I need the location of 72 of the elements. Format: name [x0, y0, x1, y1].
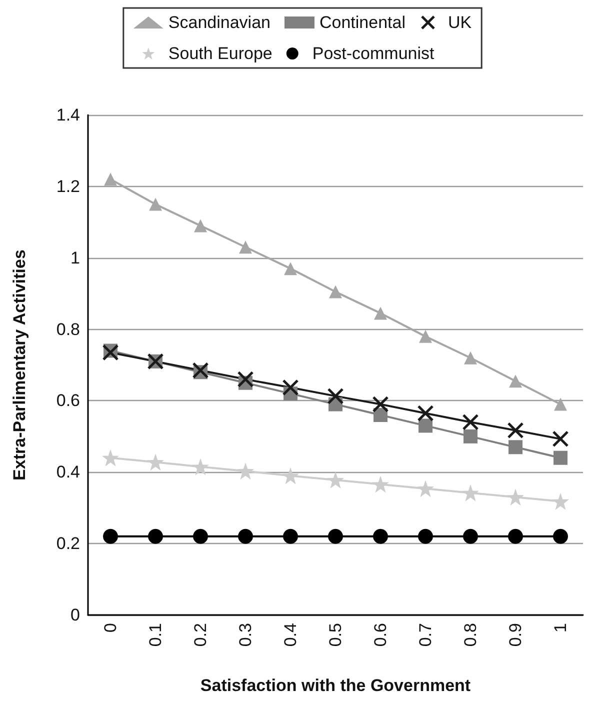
point — [149, 198, 162, 211]
point — [374, 306, 387, 320]
x-tick-label: 0.4 — [281, 623, 300, 647]
point — [508, 528, 523, 544]
y-tick-label: 0.2 — [56, 534, 80, 554]
y-tick-label: 0.8 — [56, 320, 80, 339]
point — [282, 379, 299, 396]
y-tick-label: 0.6 — [56, 391, 80, 410]
point — [464, 351, 477, 364]
point — [284, 262, 297, 276]
point — [554, 450, 568, 465]
point — [102, 449, 119, 466]
point — [509, 374, 522, 388]
point — [194, 219, 207, 232]
x-tick-label: 0.5 — [326, 623, 345, 647]
x-tick-label: 0.1 — [146, 623, 165, 647]
point — [192, 458, 209, 476]
x-tick-label: 0.8 — [461, 623, 480, 647]
point — [372, 396, 389, 413]
x-tick-label: 0.7 — [416, 623, 435, 647]
x-tick-label: 0.6 — [371, 623, 390, 647]
x-tick-label: 1 — [551, 623, 570, 632]
x-axis-title: Satisfaction with the Government — [200, 676, 471, 695]
point — [327, 472, 344, 488]
x-tick-label: 0.9 — [506, 623, 525, 647]
point — [329, 285, 342, 298]
point — [417, 480, 434, 498]
legend-label: Post-communist — [312, 44, 435, 63]
point — [507, 422, 524, 439]
x-tick-label: 0.3 — [236, 623, 255, 647]
y-tick-label: 1 — [70, 248, 80, 268]
legend-label: Scandinavian — [168, 13, 270, 32]
y-tick-label: 0.4 — [56, 462, 80, 482]
point — [554, 398, 567, 411]
point — [553, 528, 568, 544]
point — [327, 388, 344, 404]
point — [104, 172, 117, 186]
point — [283, 528, 298, 544]
legend-label: South Europe — [168, 44, 272, 63]
point — [237, 371, 254, 388]
point — [418, 528, 433, 544]
point — [419, 330, 432, 343]
legend-label: Continental — [319, 13, 406, 32]
point — [102, 344, 119, 361]
point — [552, 430, 569, 448]
point — [507, 488, 524, 506]
point — [282, 467, 299, 484]
point — [462, 484, 479, 502]
point — [193, 528, 208, 544]
x-tick-label: 0 — [101, 623, 120, 632]
point — [239, 240, 252, 254]
point — [508, 440, 522, 454]
point — [418, 418, 432, 433]
x-tick-label: 0.2 — [191, 623, 210, 647]
point — [417, 404, 434, 422]
point — [147, 454, 164, 471]
point — [463, 528, 478, 544]
y-axis-title: Extra-Parlimentary Activities — [10, 250, 29, 480]
point — [462, 414, 479, 430]
point — [328, 528, 343, 544]
point — [238, 528, 253, 544]
legend-label: UK — [448, 13, 472, 32]
point — [552, 492, 569, 510]
y-tick-label: 1.4 — [56, 106, 80, 124]
point — [148, 528, 163, 544]
point — [192, 362, 209, 379]
point — [103, 528, 118, 544]
y-tick-label: 1.2 — [56, 176, 80, 196]
point — [372, 476, 389, 493]
point — [237, 462, 254, 480]
point — [464, 429, 478, 444]
point — [373, 528, 388, 544]
